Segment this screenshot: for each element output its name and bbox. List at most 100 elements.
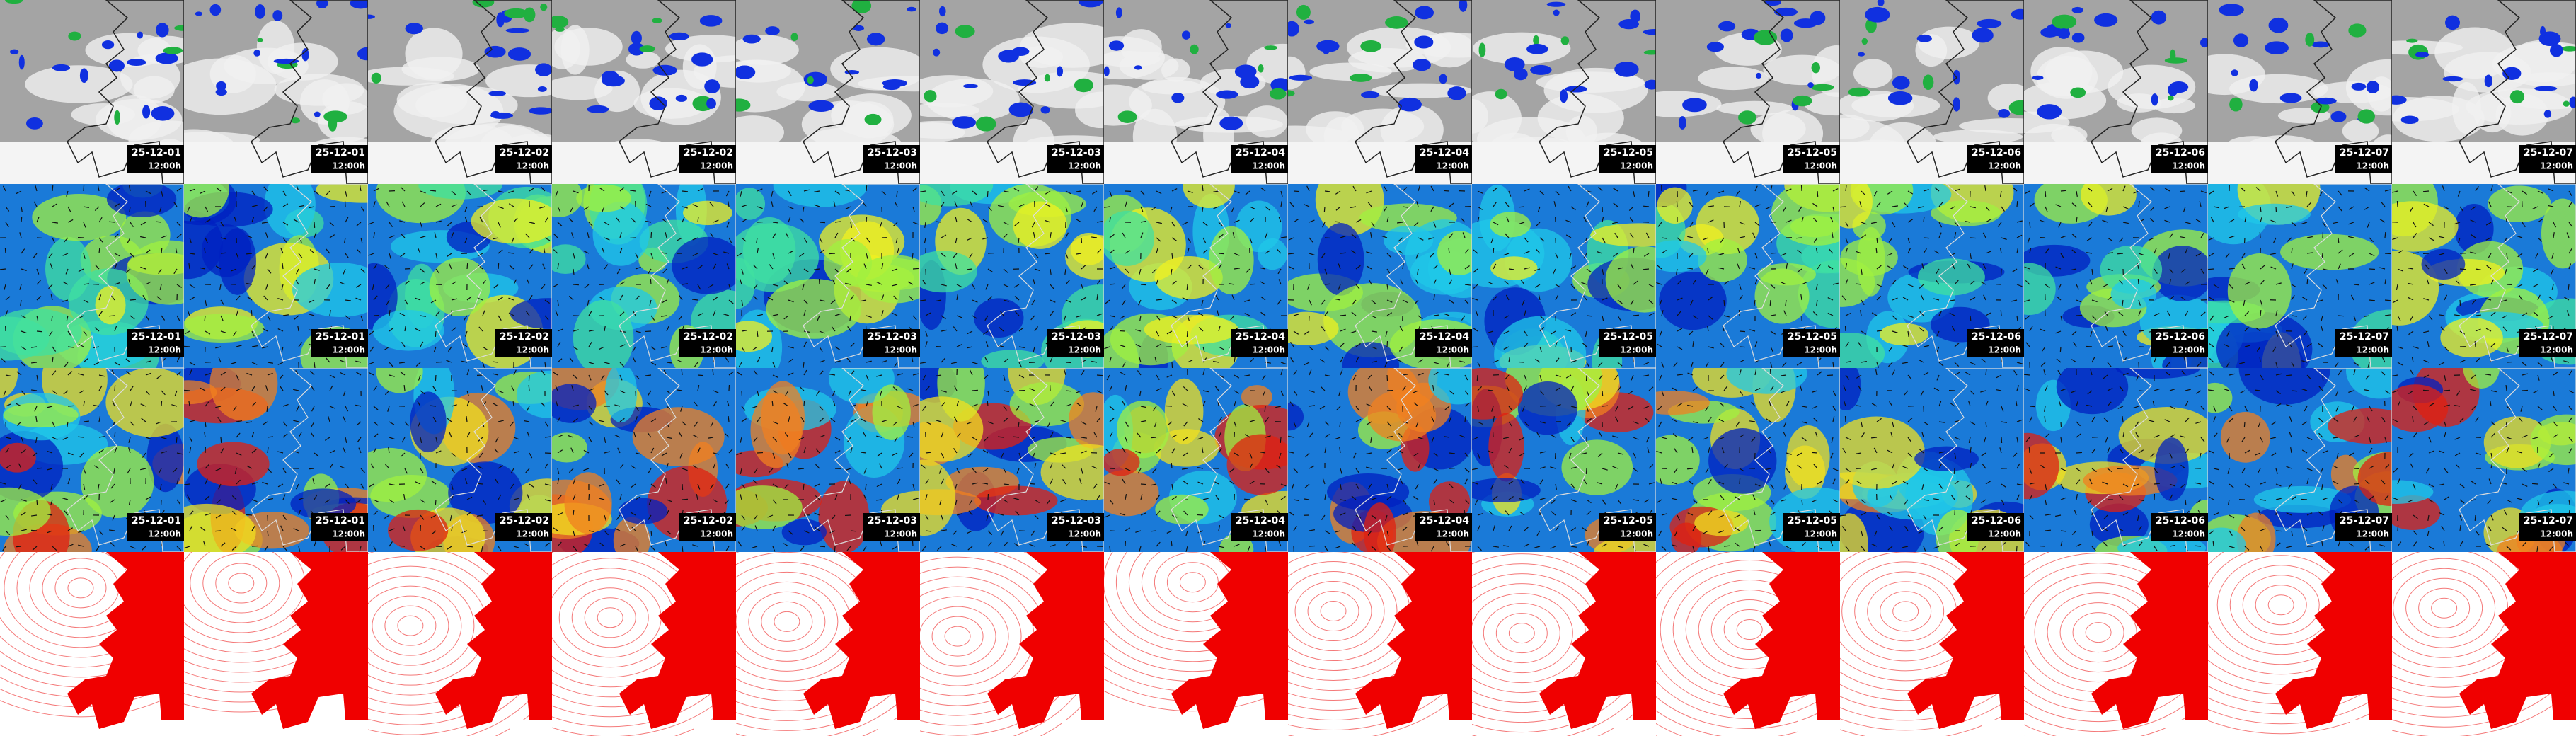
field-blob	[766, 279, 862, 339]
wind-arrow	[1413, 452, 1419, 457]
wind-arrow	[1140, 206, 1144, 212]
wind-arrow	[2244, 483, 2250, 488]
wind-arrow	[2364, 206, 2370, 210]
wind-arrow	[1477, 190, 1483, 194]
wind-arrow	[1534, 284, 1541, 288]
wind-arrow	[2213, 512, 2219, 516]
wind-arrow	[587, 299, 590, 306]
wind-arrow	[21, 529, 27, 531]
wind-arrow	[1446, 362, 1450, 368]
wind-arrow	[2306, 343, 2312, 347]
label-box	[1599, 329, 1656, 357]
wind-arrow	[912, 373, 919, 376]
wind-arrow	[402, 525, 406, 531]
wind-arrow	[666, 463, 669, 469]
wind-arrow	[604, 530, 609, 536]
wind-arrow	[1244, 299, 1250, 302]
wind-arrow	[1096, 374, 1103, 376]
wind-arrow	[1845, 312, 1851, 316]
wind-arrow	[1122, 362, 1126, 368]
label-box	[1967, 513, 2024, 541]
wind-arrow	[2369, 299, 2376, 301]
wind-arrow	[1583, 479, 1587, 485]
time-label: 12:00h	[2172, 529, 2205, 539]
field-blob	[1754, 268, 1810, 324]
wind-arrow	[723, 314, 730, 316]
wind-arrow	[1832, 232, 1834, 238]
wind-arrow	[184, 330, 190, 335]
wind-arrow	[1602, 217, 1604, 223]
wind-arrow	[2012, 268, 2018, 273]
cloud	[1348, 47, 1427, 73]
wind-arrow	[1265, 435, 1271, 438]
wind-arrow	[360, 483, 364, 490]
wind-arrow	[67, 371, 73, 376]
wind-arrow	[635, 452, 641, 455]
wind-arrow	[2086, 345, 2093, 347]
wind-arrow	[1477, 421, 1483, 425]
wind-arrow	[66, 190, 69, 197]
wind-arrow	[2071, 359, 2077, 363]
wind-arrow	[145, 390, 150, 396]
wind-arrow	[697, 284, 701, 290]
wind-arrow	[1749, 329, 1756, 332]
wind-arrow	[314, 452, 319, 457]
wind-arrow	[1752, 232, 1756, 238]
wind-arrow	[2016, 494, 2020, 500]
wind-arrow	[1386, 435, 1393, 438]
date-label: 25-12-01	[132, 331, 181, 343]
wind-arrow	[328, 416, 330, 422]
wind-arrow	[1617, 386, 1622, 391]
wind-arrow	[1954, 232, 1957, 238]
wind-arrow	[941, 478, 944, 485]
wind-arrow	[568, 218, 574, 223]
wind-arrow	[189, 510, 194, 516]
wind-arrow	[1831, 437, 1834, 443]
wind-arrow	[1430, 546, 1434, 552]
wind-arrow	[1570, 546, 1577, 548]
wind-arrow	[2306, 278, 2308, 285]
precip	[2151, 93, 2158, 106]
precip	[652, 18, 662, 24]
wind-arrow	[543, 248, 546, 254]
wind-arrow	[803, 341, 807, 347]
field-blob	[2080, 184, 2137, 216]
wind-arrow	[114, 362, 120, 366]
wind-arrow	[2260, 374, 2264, 381]
wind-arrow	[1754, 529, 1761, 531]
precip	[484, 45, 506, 58]
wind-arrow	[420, 235, 426, 238]
date-label: 25-12-02	[500, 147, 549, 159]
wind-arrow	[205, 495, 210, 500]
wind-arrow	[956, 344, 962, 347]
wind-arrow	[1506, 217, 1510, 223]
precip	[371, 72, 381, 84]
wind-arrow	[2055, 514, 2062, 517]
wind-arrow	[1643, 253, 1650, 257]
wind-arrow	[83, 468, 86, 474]
wind-arrow	[769, 264, 774, 270]
wind-arrow	[1723, 299, 1725, 306]
wind-arrow	[897, 478, 901, 485]
wind-arrow	[954, 201, 958, 207]
wind-arrow	[1371, 360, 1377, 363]
field-blob	[2227, 253, 2292, 329]
wind-arrow	[1013, 498, 1020, 500]
cloud	[2045, 50, 2124, 93]
wind-arrow	[599, 420, 605, 422]
wind-arrow	[583, 543, 590, 547]
wind-arrow	[2458, 237, 2461, 243]
precip	[1439, 74, 1447, 84]
wind-arrow	[2208, 268, 2214, 270]
wind-arrow	[1708, 296, 1713, 301]
wind-arrow	[2392, 190, 2398, 193]
wind-arrow	[2475, 268, 2481, 270]
wind-arrow	[2087, 499, 2093, 505]
wind-arrow	[2306, 374, 2311, 380]
wind-arrow	[1293, 314, 1299, 316]
wind-arrow	[356, 421, 362, 426]
wind-arrow	[987, 296, 993, 301]
wind-arrow	[1000, 530, 1004, 536]
wind-arrow	[1659, 374, 1662, 381]
wind-arrow	[1720, 362, 1725, 367]
